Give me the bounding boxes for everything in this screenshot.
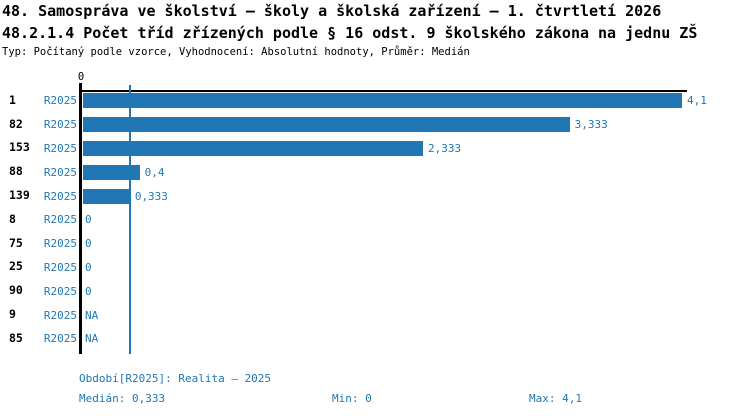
row-category-label: 90 bbox=[9, 283, 23, 298]
bar-value-label: NA bbox=[85, 308, 99, 322]
bar-value-label: NA bbox=[85, 332, 99, 346]
row-series-label: R2025 bbox=[43, 237, 77, 251]
row-category-label: 8 bbox=[9, 211, 16, 226]
row-category-label: 153 bbox=[9, 140, 30, 155]
max-stat: Max: 4,1 bbox=[529, 392, 582, 405]
bar bbox=[83, 93, 683, 109]
row-category-label: 85 bbox=[9, 330, 23, 345]
bar-value-label: 0 bbox=[85, 260, 92, 274]
report-subtitle: 48.2.1.4 Počet tříd zřízených podle § 16… bbox=[2, 24, 698, 42]
x-axis-line bbox=[79, 90, 687, 92]
report-meta-line: Typ: Počítaný podle vzorce, Vyhodnocení:… bbox=[2, 46, 470, 58]
bar-value-label: 2,333 bbox=[428, 141, 462, 155]
bar-value-label: 0,333 bbox=[134, 189, 168, 203]
period-label: Období[R2025]: Realita – 2025 bbox=[79, 372, 272, 385]
bar-value-label: 0 bbox=[85, 284, 92, 298]
row-category-label: 75 bbox=[9, 235, 23, 250]
bar-value-label: 3,333 bbox=[574, 118, 608, 132]
row-series-label: R2025 bbox=[43, 141, 77, 155]
row-category-label: 9 bbox=[9, 307, 16, 321]
bar-value-label: 0 bbox=[85, 237, 92, 251]
median-stat: Medián: 0,333 bbox=[79, 392, 166, 405]
bar bbox=[83, 117, 570, 133]
row-series-label: R2025 bbox=[43, 189, 77, 203]
row-series-label: R2025 bbox=[43, 94, 77, 108]
report-title: 48. Samospráva ve školství – školy a ško… bbox=[2, 2, 662, 20]
zero-axis-line bbox=[79, 83, 82, 354]
bar-value-label: 0,4 bbox=[144, 165, 165, 179]
row-series-label: R2025 bbox=[43, 284, 77, 298]
row-series-label: R2025 bbox=[43, 332, 77, 346]
row-category-label: 82 bbox=[9, 116, 23, 131]
row-series-label: R2025 bbox=[43, 260, 77, 274]
row-category-label: 139 bbox=[9, 188, 30, 202]
row-series-label: R2025 bbox=[43, 118, 77, 132]
row-series-label: R2025 bbox=[43, 308, 77, 322]
bar bbox=[83, 188, 130, 204]
median-line bbox=[128, 85, 131, 354]
row-series-label: R2025 bbox=[43, 165, 77, 179]
x-axis-tick-label: 0 bbox=[77, 71, 85, 83]
bar-value-label: 4,1 bbox=[687, 94, 707, 108]
row-category-label: 1 bbox=[9, 92, 16, 107]
row-category-label: 88 bbox=[9, 164, 23, 179]
bar bbox=[83, 140, 424, 156]
bar-value-label: 0 bbox=[85, 213, 92, 227]
min-stat: Min: 0 bbox=[332, 392, 372, 405]
row-category-label: 25 bbox=[9, 259, 23, 274]
row-series-label: R2025 bbox=[43, 213, 77, 227]
bar bbox=[83, 164, 140, 180]
